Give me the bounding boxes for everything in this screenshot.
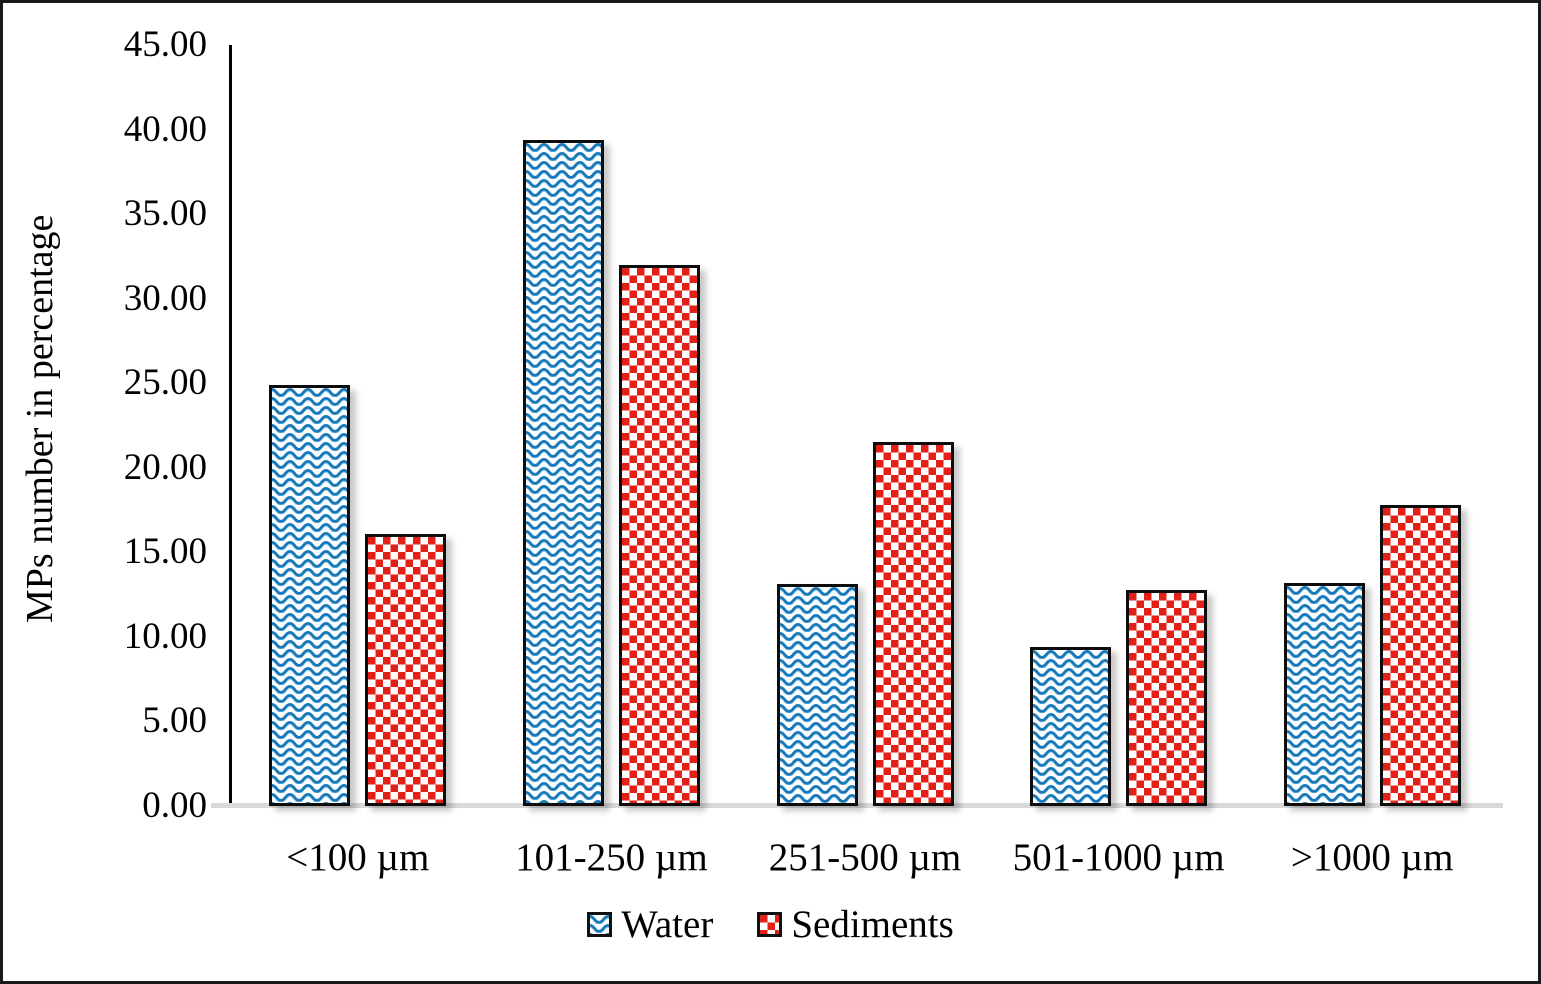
wavy-pattern-fill: [1033, 650, 1108, 803]
x-category-label: 101-250 µm: [515, 836, 708, 879]
bar-sediments-3: [873, 442, 954, 806]
y-tick-label: 40.00: [123, 108, 207, 150]
bar-water-2: [523, 140, 604, 806]
y-tick-label: 25.00: [123, 362, 207, 404]
checker-pattern-fill: [1383, 508, 1458, 803]
x-category-label: 251-500 µm: [768, 836, 962, 879]
checker-pattern-fill: [1129, 593, 1204, 803]
bar-sediments-1: [365, 534, 446, 806]
y-axis-line: [229, 45, 232, 806]
wavy-pattern-fill: [272, 388, 347, 803]
bar-water-4: [1030, 647, 1111, 806]
legend-label: Water: [621, 903, 714, 946]
bar-water-3: [777, 584, 858, 806]
y-tick-label: 10.00: [123, 615, 207, 657]
wavy-pattern-fill: [1287, 586, 1362, 803]
bar-water-1: [269, 385, 350, 806]
checker-pattern-fill: [368, 537, 443, 803]
y-tick-label: 35.00: [123, 193, 207, 235]
y-tick-label: 30.00: [123, 277, 207, 319]
legend-swatch-wavy-icon: [587, 912, 613, 937]
x-category-label: >1000 µm: [1290, 836, 1454, 879]
y-tick-label: 0.00: [142, 785, 207, 826]
bar-sediments-4: [1126, 590, 1207, 806]
legend-swatch-checker-icon: [757, 912, 783, 937]
wavy-pattern-fill: [526, 143, 601, 803]
legend-label: Sediments: [791, 903, 954, 946]
bar-water-5: [1284, 583, 1365, 806]
legend-item-sediments: Sediments: [757, 905, 954, 944]
bar-sediments-2: [619, 265, 700, 806]
legend-item-water: Water: [587, 905, 713, 944]
y-tick-label: 20.00: [123, 446, 207, 488]
y-tick-label: 5.00: [142, 700, 207, 742]
wavy-pattern-fill: [780, 587, 855, 803]
chart-legend: Water Sediments: [3, 905, 1538, 944]
x-category-label: <100 µm: [286, 836, 430, 879]
y-tick-label: 15.00: [123, 531, 207, 573]
y-tick-label: 45.00: [123, 24, 207, 65]
x-category-label: 501-1000 µm: [1012, 836, 1225, 879]
bar-sediments-5: [1380, 505, 1461, 806]
checker-pattern-fill: [876, 445, 951, 803]
checker-pattern-fill: [622, 268, 697, 803]
